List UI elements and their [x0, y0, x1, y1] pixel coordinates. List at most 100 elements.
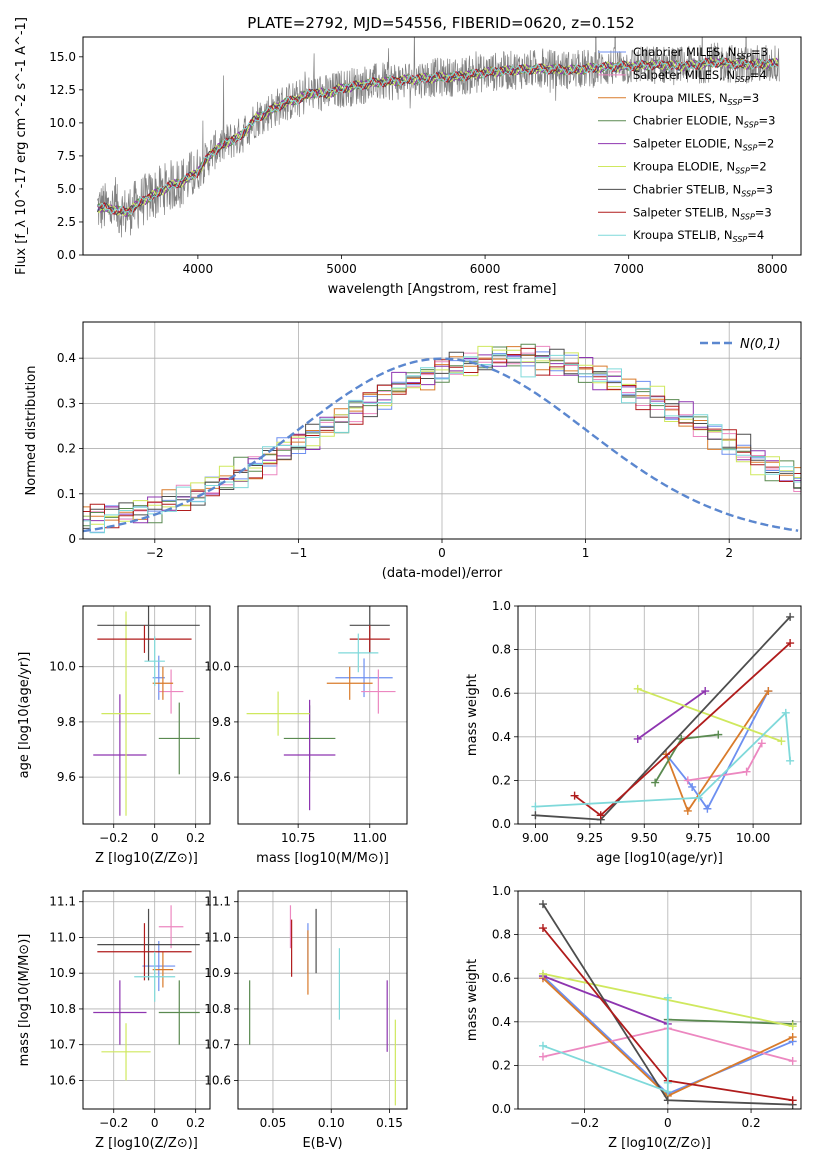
weight-line-6: [535, 616, 791, 821]
x-tick-label: 9.25: [576, 831, 603, 845]
y-tick-label: 0.6: [492, 971, 511, 985]
weight-vs-age-plot-area: [531, 612, 795, 824]
weight-marker: [777, 737, 786, 746]
x-tick-label: 0.2: [186, 1116, 205, 1130]
weight-vs-age-panel: 9.00 9.25 9.50 9.75 10.00 0.0 0.2 0.4 0.6 0.8 1.0 a…: [465, 599, 802, 866]
axes-frame: [517, 605, 802, 825]
legend-entry-8: Kroupa STELIB, NSSP=4: [633, 228, 764, 244]
x-tick-label: 8000: [757, 262, 788, 276]
y-tick-label: 10.7: [204, 1038, 231, 1052]
weight-marker: [651, 778, 660, 787]
weight-line-4: [637, 690, 706, 740]
weight-marker: [683, 806, 692, 815]
age-vs-mass-plot-area: [246, 606, 396, 811]
axes-frame: [82, 36, 802, 256]
y-axis-label: mass [log10(M/M⊙)]: [17, 934, 32, 1067]
axes-frame: [237, 890, 408, 1110]
y-tick-label: 0.2: [492, 773, 511, 787]
x-tick-label: 4000: [183, 262, 214, 276]
x-tick-label: 0: [151, 831, 159, 845]
x-tick-label: 2: [725, 546, 733, 560]
y-tick-label: 0.1: [57, 487, 76, 501]
y-tick-label: 9.6: [57, 770, 76, 784]
weight-marker: [781, 708, 790, 717]
y-tick-label: 7.5: [57, 149, 76, 163]
age-vs-z-plot-area: [93, 606, 200, 816]
y-tick-label: 10.6: [204, 1073, 231, 1087]
model-spectrum-3: [97, 57, 779, 217]
weight-marker: [786, 639, 795, 648]
y-tick-label: 10.0: [204, 660, 231, 674]
normal-curve: [83, 357, 799, 533]
weight-marker: [538, 1041, 547, 1050]
y-tick-label: 0.6: [492, 686, 511, 700]
y-tick-label: 1.0: [492, 599, 511, 613]
y-axis-label: mass weight: [465, 959, 480, 1041]
y-tick-label: 15.0: [49, 50, 76, 64]
x-tick-label: 1: [582, 546, 590, 560]
y-tick-label: 0.8: [492, 643, 511, 657]
weight-marker: [538, 1052, 547, 1061]
x-tick-label: 0.15: [376, 1116, 403, 1130]
y-tick-label: 2.5: [57, 215, 76, 229]
weight-marker: [688, 782, 697, 791]
x-axis-label: wavelength [Angstrom, rest frame]: [328, 282, 557, 297]
weight-marker: [538, 924, 547, 933]
residuals-plot-area: [83, 343, 801, 534]
y-tick-label: 10.9: [204, 966, 231, 980]
weight-line-4: [542, 975, 669, 1025]
y-tick-label: 0.4: [492, 730, 511, 744]
x-tick-label: 6000: [470, 262, 501, 276]
y-tick-label: 1.0: [492, 884, 511, 898]
x-tick-label: 7000: [613, 262, 644, 276]
x-tick-label: 5000: [326, 262, 357, 276]
weight-marker: [596, 811, 605, 820]
weight-marker: [663, 1096, 672, 1105]
y-tick-label: 11.0: [204, 930, 231, 944]
x-axis-label: age [log10(age/yr)]: [596, 851, 723, 866]
weight-line-3: [667, 1018, 793, 1025]
y-tick-label: 0.4: [57, 351, 76, 365]
legend-entry-2: Kroupa MILES, NSSP=3: [633, 91, 759, 107]
y-tick-label: 9.6: [212, 770, 231, 784]
x-tick-label: 11.00: [353, 831, 387, 845]
weight-marker: [538, 969, 547, 978]
x-tick-label: −0.2: [99, 831, 128, 845]
y-axis-label: Flux [f_λ 10^-17 erg cm^-2 s^-1 A^-1]: [14, 17, 29, 275]
x-tick-label: 10.00: [736, 831, 770, 845]
axes-frame: [82, 605, 211, 825]
weight-marker: [788, 1057, 797, 1066]
weight-line-3: [654, 733, 719, 784]
weight-marker: [531, 802, 540, 811]
weight-marker: [663, 993, 672, 1002]
x-tick-label: 9.50: [631, 831, 658, 845]
weight-line-8: [542, 997, 669, 1093]
y-axis-label: age [log10(age/yr)]: [17, 652, 32, 779]
y-tick-label: 10.0: [49, 116, 76, 130]
legend-entry-7: Salpeter STELIB, NSSP=3: [633, 205, 772, 221]
y-tick-label: 11.1: [49, 895, 76, 909]
x-tick-label: 0.05: [260, 1116, 287, 1130]
x-tick-label: 0: [151, 1116, 159, 1130]
y-tick-label: 0.2: [57, 442, 76, 456]
mass-vs-ebv-plot-area: [249, 905, 396, 1106]
age-vs-z-panel: −0.2 0 0.2 9.6 9.8 10.0 Z [log10(Z/Z⊙)] age [lo…: [17, 605, 211, 866]
y-tick-label: 12.5: [49, 83, 76, 97]
y-tick-label: 10.7: [49, 1038, 76, 1052]
y-tick-label: 9.8: [57, 715, 76, 729]
y-tick-label: 11.1: [204, 895, 231, 909]
y-tick-label: 0.0: [492, 817, 511, 831]
y-tick-label: 0.3: [57, 396, 76, 410]
mass-vs-z-panel: −0.2 0 0.2 10.6 10.7 10.8 10.9 11.0 11.1 Z [log10…: [17, 890, 211, 1151]
legend-entry-6: Chabrier STELIB, NSSP=3: [633, 182, 773, 198]
spectrum-legend: Chabrier MILES, NSSP=3 Salpeter MILES, NS…: [598, 45, 775, 244]
legend-entry-4: Salpeter ELODIE, NSSP=2: [633, 137, 774, 153]
weight-vs-z-panel: −0.2 0 0.2 0.0 0.2 0.4 0.6 0.8 1.0 Z [log10(Z/Z⊙)…: [465, 884, 802, 1151]
weight-marker: [764, 687, 773, 696]
y-tick-label: 0.0: [57, 248, 76, 262]
x-tick-label: 0.2: [186, 831, 205, 845]
x-tick-label: −2: [146, 546, 164, 560]
y-tick-label: 10.9: [49, 966, 76, 980]
y-tick-label: 10.6: [49, 1073, 76, 1087]
weight-marker: [788, 1022, 797, 1031]
